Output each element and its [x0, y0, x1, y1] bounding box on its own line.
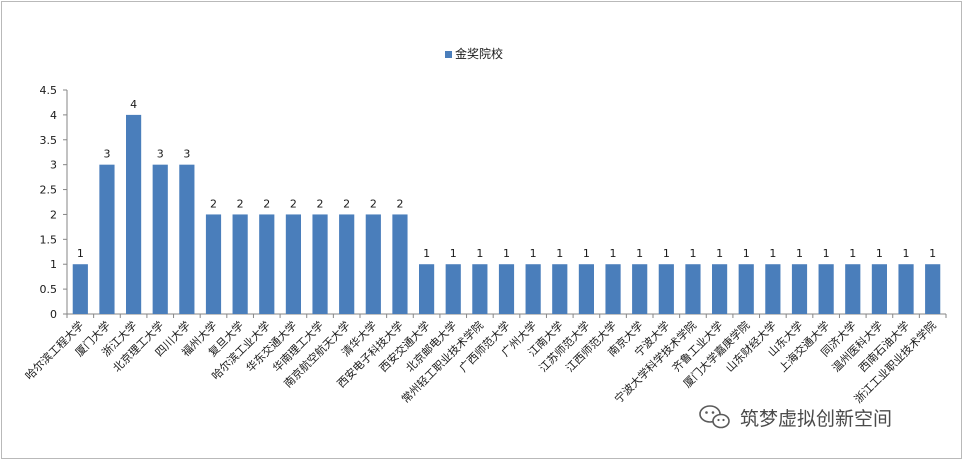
bar — [925, 264, 941, 314]
data-label: 1 — [636, 247, 643, 260]
bar — [685, 264, 701, 314]
data-label: 1 — [476, 247, 483, 260]
data-label: 1 — [530, 247, 537, 260]
bar — [898, 264, 914, 314]
bar — [791, 264, 808, 314]
data-label: 2 — [210, 197, 217, 210]
data-label: 2 — [370, 197, 377, 210]
legend: 金奖院校 — [445, 46, 503, 61]
bar — [179, 164, 195, 314]
data-label: 1 — [876, 247, 883, 260]
data-label: 1 — [743, 247, 750, 260]
data-label: 1 — [716, 247, 723, 260]
data-label: 3 — [157, 148, 164, 161]
bar — [525, 264, 541, 314]
data-label: 1 — [689, 247, 696, 260]
data-label: 1 — [610, 247, 617, 260]
bar — [99, 164, 115, 314]
data-label: 2 — [317, 197, 324, 210]
y-tick-label: 4 — [50, 109, 57, 122]
data-label: 1 — [849, 247, 856, 260]
bar — [552, 264, 568, 314]
data-label: 1 — [903, 247, 910, 260]
data-label: 2 — [343, 197, 350, 210]
data-label: 1 — [503, 247, 510, 260]
bar — [312, 214, 328, 314]
y-tick-label: 1 — [50, 258, 57, 271]
bar — [285, 214, 302, 314]
data-label: 2 — [290, 197, 297, 210]
bar — [365, 214, 381, 314]
bar — [738, 264, 754, 314]
data-label: 2 — [396, 197, 403, 210]
legend-label: 金奖院校 — [455, 46, 503, 61]
bar — [125, 114, 142, 314]
y-axis: 0 0.5 1 1.5 2 2.5 3 3.5 4 4.5 — [40, 84, 68, 321]
watermark-text: 筑梦虚拟创新空间 — [740, 408, 892, 430]
bar — [845, 264, 861, 314]
watermark: 筑梦虚拟创新空间 — [699, 405, 892, 430]
data-labels: 1 3 4 3 3 2 2 2 2 2 2 2 2 1 1 1 1 1 1 1 1 1 1 1 1 1 1 1 1 1 1 1 1 — [77, 98, 936, 260]
data-label: 1 — [77, 247, 84, 260]
y-tick-label: 0 — [50, 308, 57, 321]
bar — [472, 264, 488, 314]
y-tick-label: 3 — [50, 159, 57, 172]
data-label: 2 — [263, 197, 270, 210]
y-tick-label: 3.5 — [40, 134, 58, 147]
y-tick-label: 4.5 — [40, 84, 58, 97]
data-label: 1 — [556, 247, 563, 260]
bars — [72, 114, 941, 314]
bar — [445, 264, 461, 314]
data-label: 1 — [769, 247, 776, 260]
x-tick-labels: 哈尔滨工程大学厦门大学浙江大学北京理工大学四川大学福州大学复旦大学哈尔滨工业大学… — [22, 318, 939, 406]
x-axis — [66, 313, 947, 318]
y-tick-label: 2.5 — [40, 184, 58, 197]
data-label: 1 — [583, 247, 590, 260]
bar — [632, 264, 648, 314]
bar — [498, 264, 515, 314]
bar — [339, 214, 355, 314]
y-tick-label: 0.5 — [40, 283, 58, 296]
data-label: 1 — [929, 247, 936, 260]
bar — [711, 264, 728, 314]
data-label: 1 — [423, 247, 430, 260]
legend-swatch — [445, 51, 452, 58]
bar — [152, 164, 168, 314]
bar — [205, 214, 222, 314]
wechat-icon — [699, 405, 730, 429]
bar — [818, 264, 834, 314]
data-label: 1 — [823, 247, 830, 260]
bar — [605, 264, 621, 314]
y-tick-label: 1.5 — [40, 233, 58, 246]
data-label: 4 — [130, 98, 137, 111]
bar — [871, 264, 888, 314]
data-label: 2 — [237, 197, 244, 210]
bar — [765, 264, 781, 314]
data-label: 1 — [663, 247, 670, 260]
bar — [418, 264, 435, 314]
bar — [232, 214, 248, 314]
bar — [392, 214, 408, 314]
data-label: 3 — [103, 148, 110, 161]
bar — [72, 264, 88, 314]
y-tick-label: 2 — [50, 208, 57, 221]
bar — [658, 264, 674, 314]
data-label: 3 — [183, 148, 190, 161]
data-label: 1 — [796, 247, 803, 260]
bar — [578, 264, 595, 314]
bar — [259, 214, 275, 314]
data-label: 1 — [450, 247, 457, 260]
